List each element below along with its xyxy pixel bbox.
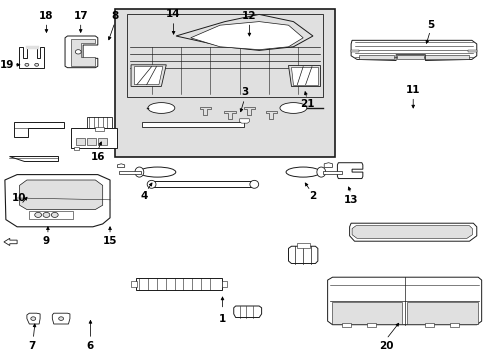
- Bar: [71, 128, 117, 148]
- Text: 5: 5: [426, 20, 433, 30]
- Bar: [98, 138, 106, 145]
- Ellipse shape: [279, 103, 306, 113]
- Circle shape: [35, 63, 39, 66]
- Text: 9: 9: [43, 236, 50, 246]
- Polygon shape: [127, 14, 322, 97]
- Polygon shape: [19, 47, 44, 68]
- Text: 7: 7: [28, 341, 36, 351]
- Polygon shape: [243, 107, 255, 115]
- Bar: [151, 181, 254, 187]
- Polygon shape: [290, 67, 317, 85]
- Bar: [131, 281, 137, 287]
- Polygon shape: [5, 175, 110, 227]
- Polygon shape: [117, 164, 124, 167]
- Text: 4: 4: [140, 191, 148, 201]
- Polygon shape: [233, 306, 261, 318]
- Polygon shape: [468, 50, 476, 52]
- Bar: [396, 55, 423, 59]
- Polygon shape: [327, 277, 481, 325]
- Circle shape: [31, 317, 36, 320]
- Text: 3: 3: [241, 87, 247, 97]
- Text: 8: 8: [111, 11, 118, 21]
- Polygon shape: [9, 156, 58, 161]
- Circle shape: [43, 212, 50, 217]
- Circle shape: [35, 212, 41, 217]
- Bar: [322, 171, 342, 174]
- Bar: [425, 55, 468, 59]
- Text: 11: 11: [405, 85, 420, 95]
- Bar: [142, 122, 244, 127]
- Bar: [331, 302, 402, 324]
- Ellipse shape: [139, 167, 176, 177]
- Bar: [406, 302, 477, 324]
- Polygon shape: [190, 22, 303, 50]
- Polygon shape: [131, 65, 166, 86]
- Polygon shape: [20, 180, 102, 210]
- Polygon shape: [265, 111, 277, 119]
- Text: 19: 19: [0, 60, 15, 70]
- Bar: [87, 117, 112, 128]
- Ellipse shape: [249, 180, 258, 188]
- Polygon shape: [239, 119, 249, 123]
- Circle shape: [59, 317, 63, 320]
- Polygon shape: [52, 313, 70, 324]
- Bar: [29, 211, 73, 219]
- Polygon shape: [288, 246, 317, 264]
- Bar: [297, 243, 309, 248]
- Text: 15: 15: [102, 236, 117, 246]
- Polygon shape: [71, 39, 95, 66]
- Polygon shape: [351, 226, 471, 238]
- Bar: [76, 138, 84, 145]
- Ellipse shape: [316, 167, 325, 177]
- Polygon shape: [337, 163, 362, 179]
- Text: 13: 13: [343, 195, 358, 205]
- Polygon shape: [350, 50, 359, 52]
- Text: 14: 14: [166, 9, 181, 19]
- Bar: [359, 55, 393, 59]
- Circle shape: [25, 63, 29, 66]
- Bar: [136, 278, 221, 290]
- Bar: [221, 281, 227, 287]
- Ellipse shape: [147, 180, 156, 188]
- Circle shape: [51, 212, 58, 217]
- Polygon shape: [349, 223, 476, 241]
- Text: 17: 17: [73, 11, 88, 21]
- Text: 20: 20: [378, 341, 393, 351]
- Text: 6: 6: [87, 341, 94, 351]
- Text: 1: 1: [219, 314, 225, 324]
- Text: 16: 16: [90, 152, 105, 162]
- Polygon shape: [287, 65, 320, 86]
- Bar: [449, 323, 458, 327]
- Polygon shape: [224, 111, 235, 119]
- Text: 18: 18: [39, 11, 54, 21]
- Polygon shape: [4, 238, 17, 246]
- Text: 10: 10: [12, 193, 27, 203]
- Bar: [87, 138, 96, 145]
- Polygon shape: [350, 40, 476, 60]
- Polygon shape: [176, 14, 312, 50]
- Polygon shape: [14, 122, 63, 137]
- Ellipse shape: [135, 167, 143, 177]
- Polygon shape: [324, 163, 332, 167]
- Bar: [119, 171, 141, 174]
- Polygon shape: [27, 313, 40, 324]
- Ellipse shape: [285, 167, 320, 177]
- Bar: [74, 147, 79, 150]
- Bar: [366, 323, 375, 327]
- Polygon shape: [65, 36, 98, 68]
- Text: 21: 21: [299, 99, 314, 109]
- Polygon shape: [134, 67, 163, 85]
- Bar: [95, 127, 104, 131]
- Bar: [425, 323, 433, 327]
- Text: 12: 12: [242, 11, 256, 21]
- Ellipse shape: [147, 103, 175, 113]
- Circle shape: [75, 50, 81, 54]
- Bar: [115, 9, 334, 157]
- Polygon shape: [199, 107, 211, 115]
- Text: 2: 2: [309, 191, 316, 201]
- Bar: [342, 323, 350, 327]
